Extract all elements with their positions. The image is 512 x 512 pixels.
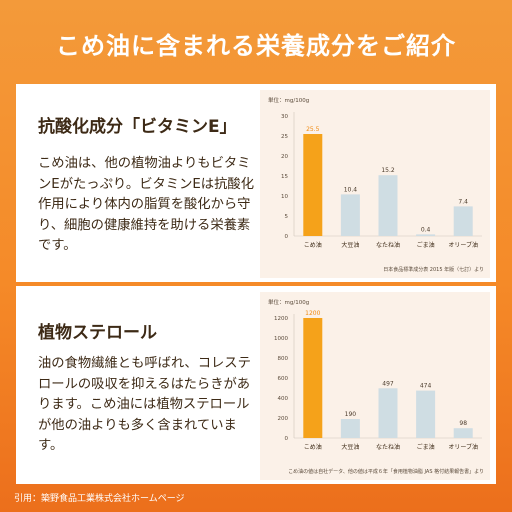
data-label: 1200 [305, 310, 320, 317]
plant-sterol-card: 植物ステロール 油の食物繊維とも呼ばれ、コレステロールの吸収を抑えるはたらきがあ… [16, 286, 496, 484]
data-label: 474 [420, 383, 432, 390]
plant-sterol-heading: 植物ステロール [38, 323, 157, 343]
x-tick-label: こめ油 [304, 241, 322, 249]
vitamin-e-description: こめ油は、他の植物油よりもビタミンEがたっぷり。ビタミンEは抗酸化作用により体内… [38, 156, 254, 253]
x-tick-label: ごま油 [417, 241, 435, 249]
vitamin-e-heading: 抗酸化成分「ビタミンE」 [38, 117, 237, 137]
vitamin-e-card: 抗酸化成分「ビタミンE」 こめ油は、他の植物油よりもビタミンEがたっぷり。ビタミ… [16, 84, 496, 282]
x-tick-label: ごま油 [417, 443, 435, 451]
x-tick-label: こめ油 [304, 443, 322, 451]
y-tick-label: 1200 [274, 316, 288, 322]
plant-sterol-text-panel: 植物ステロール 油の食物繊維とも呼ばれ、コレステロールの吸収を抑えるはたらきがあ… [16, 286, 261, 484]
data-label: 98 [459, 420, 467, 427]
y-tick-label: 200 [278, 416, 289, 422]
bar-4 [416, 390, 436, 438]
data-label: 7.4 [458, 198, 468, 205]
data-label: 497 [382, 380, 394, 387]
bar-5 [453, 428, 473, 438]
unit-label: 単位：mg/100g [268, 96, 309, 104]
x-tick-label: 大豆油 [341, 443, 359, 451]
plant-sterol-chart: 単位：mg/100g 0 200 400 600 800 1000 1200 1200 こめ油 19… [268, 298, 484, 475]
bar-3 [378, 388, 398, 438]
unit-label: 単位：mg/100g [268, 298, 309, 306]
x-tick-label: オリーブ油 [448, 443, 478, 451]
bar-2 [340, 419, 360, 438]
y-tick-label: 10 [281, 194, 288, 200]
bar-4 [416, 234, 436, 236]
y-tick-label: 5 [285, 214, 289, 220]
bar-3 [378, 175, 398, 236]
y-tick-label: 800 [278, 356, 289, 362]
vitamin-e-chart-panel: 単位：mg/100g 0 5 10 15 20 25 30 25.5 こめ油 10.4 大豆油 15.2… [260, 90, 490, 278]
bar-1 [303, 318, 323, 438]
bar-5 [453, 206, 473, 236]
vitamin-e-chart: 単位：mg/100g 0 5 10 15 20 25 30 25.5 こめ油 10.4 大豆油 15.2… [268, 96, 484, 273]
data-label: 25.5 [306, 126, 320, 133]
chart-source-note: こめ油の値は自社データ、他の値は平成６年「食用植物油脂 JAS 格付結果報告書」… [288, 468, 484, 475]
x-tick-label: 大豆油 [341, 241, 359, 249]
bar-1 [303, 134, 323, 236]
y-tick-label: 25 [281, 134, 288, 140]
y-tick-label: 0 [285, 234, 289, 240]
y-tick-label: 400 [278, 396, 289, 402]
x-tick-label: なたね油 [376, 443, 400, 451]
y-tick-label: 0 [285, 436, 289, 442]
data-label: 10.4 [344, 186, 358, 193]
page-title: こめ油に含まれる栄養成分をご紹介 [56, 32, 456, 60]
y-tick-label: 15 [281, 174, 288, 180]
x-tick-label: なたね油 [376, 241, 400, 249]
data-label: 15.2 [381, 167, 395, 174]
y-tick-label: 1000 [274, 336, 288, 342]
plant-sterol-description: 油の食物繊維とも呼ばれ、コレステロールの吸収を抑えるはたらきがあります。こめ油に… [38, 356, 251, 453]
vitamin-e-text-panel: 抗酸化成分「ビタミンE」 こめ油は、他の植物油よりもビタミンEがたっぷり。ビタミ… [16, 84, 261, 282]
y-tick-label: 30 [281, 114, 288, 120]
source-citation: 引用：築野食品工業株式会社ホームページ [14, 494, 185, 504]
bar-2 [340, 194, 360, 236]
y-tick-label: 20 [281, 154, 288, 160]
data-label: 0.4 [421, 226, 431, 233]
chart-source-note: 日本食品標準成分表 2015 年版（七訂）より [383, 266, 484, 273]
y-tick-label: 600 [278, 376, 289, 382]
x-tick-label: オリーブ油 [448, 241, 478, 249]
data-label: 190 [345, 411, 357, 418]
plant-sterol-chart-panel: 単位：mg/100g 0 200 400 600 800 1000 1200 1200 こめ油 19… [260, 292, 490, 480]
